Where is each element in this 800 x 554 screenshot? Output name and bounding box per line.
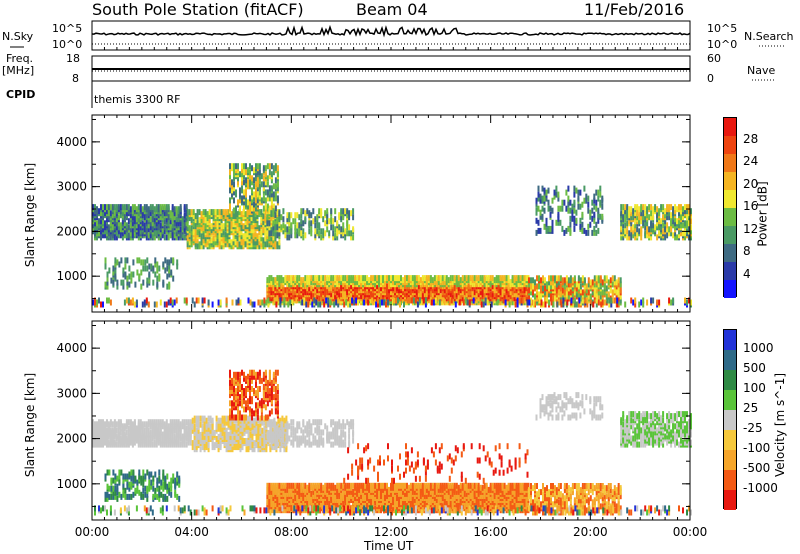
power-ytick-label: 3000	[56, 180, 87, 194]
velocity-heatmap	[92, 369, 692, 516]
summary-lines	[10, 24, 786, 81]
vel-ytick-label: 1000	[56, 477, 87, 491]
colorbar-tick-label: -500	[743, 461, 771, 475]
colorbar-tick-label: 500	[743, 361, 766, 375]
power-ylabel: Slant Range [km]	[23, 162, 38, 268]
velocity-colorbar-label: Velocity [m s^-1]	[773, 372, 788, 478]
colorbar-swatch	[724, 470, 736, 490]
nsky-bottom-tick: 10^0	[52, 38, 83, 51]
colorbar-swatch	[724, 490, 736, 510]
colorbar-swatch	[724, 244, 736, 262]
colorbar-swatch	[724, 154, 736, 172]
colorbar-swatch	[724, 262, 736, 280]
colorbar-tick-label: 25	[743, 401, 759, 415]
colorbar-tick-label: -25	[743, 421, 763, 435]
nsearch-bottom-tick: 10^0	[707, 38, 738, 51]
xtick-label: 20:00	[573, 525, 608, 539]
nave-top-tick: 60	[707, 52, 721, 65]
freq-bottom-tick: 8	[72, 72, 79, 85]
power-colorbar	[723, 117, 737, 298]
colorbar-tick-label: 4	[743, 266, 751, 281]
power-ytick-label: 4000	[56, 135, 87, 149]
power-ytick-label: 1000	[56, 269, 87, 283]
colorbar-tick-label: 16	[743, 199, 759, 213]
colorbar-tick-label: 12	[743, 221, 759, 236]
colorbar-tick-label: -100	[743, 441, 771, 455]
colorbar-swatch	[724, 430, 736, 450]
power-heatmap	[92, 163, 692, 308]
station-title: South Pole Station (fitACF)	[92, 0, 304, 19]
colorbar-swatch	[724, 350, 736, 370]
nave-bottom-tick: 0	[707, 72, 714, 85]
freq-panel-frame	[91, 55, 691, 82]
xtick-label: 00:00	[75, 525, 110, 539]
velocity-ylabel: Slant Range [km]	[23, 372, 38, 478]
xtick-label: 12:00	[374, 525, 409, 539]
colorbar-swatch	[724, 190, 736, 208]
xtick-label: 16:00	[473, 525, 508, 539]
xtick-label: 04:00	[174, 525, 209, 539]
nsky-label: N.Sky	[2, 30, 34, 43]
colorbar-swatch	[724, 370, 736, 390]
freq-top-tick: 18	[66, 52, 80, 65]
colorbar-swatch	[724, 450, 736, 470]
colorbar-swatch	[724, 410, 736, 430]
beam-title: Beam 04	[356, 0, 428, 19]
axes: 1000 2000 3000 4000 1000 2000 3000 4000 00:00 04:…	[56, 20, 708, 539]
cpid-value: themis 3300 RF	[94, 93, 181, 106]
colorbar-swatch	[724, 172, 736, 190]
colorbar-tick-label: -1000	[743, 481, 778, 495]
nave-label: Nave	[747, 64, 776, 77]
nsearch-label: N.Search	[744, 30, 794, 43]
vel-ytick-label: 2000	[56, 432, 87, 446]
power-ytick-label: 2000	[56, 224, 87, 238]
cpid-label: CPID	[6, 88, 36, 101]
colorbar-tick-label: 24	[743, 154, 759, 168]
xtick-label: 08:00	[274, 525, 309, 539]
colorbar-swatch	[724, 136, 736, 154]
colorbar-tick-label: 8	[743, 244, 751, 258]
vel-ytick-label: 3000	[56, 386, 87, 400]
colorbar-swatch	[724, 280, 736, 298]
colorbar-swatch	[724, 208, 736, 226]
nsearch-top-tick: 10^5	[707, 22, 738, 35]
xtick-label: 00:00	[673, 525, 708, 539]
colorbar-tick-label: 20	[743, 176, 759, 191]
power-colorbar-label: Power [dB]	[755, 181, 770, 247]
colorbar-tick-label: 100	[743, 381, 766, 395]
nsky-top-tick: 10^5	[52, 22, 83, 35]
nsky-line	[91, 24, 691, 38]
vel-ytick-label: 4000	[56, 341, 87, 355]
date-title: 11/Feb/2016	[584, 0, 685, 19]
colorbar-tick-label: 1000	[743, 341, 774, 355]
freq-label: Freq.	[6, 52, 34, 65]
nsky-panel-frame	[91, 20, 691, 51]
colorbar-swatch	[724, 118, 736, 136]
colorbar-tick-label: 28	[743, 131, 759, 146]
velocity-colorbar	[723, 329, 737, 510]
xaxis-label: Time UT	[364, 539, 414, 553]
colorbar-swatch	[724, 330, 736, 350]
freq-unit: [MHz]	[2, 64, 35, 77]
colorbar-swatch	[724, 390, 736, 410]
colorbar-swatch	[724, 226, 736, 244]
